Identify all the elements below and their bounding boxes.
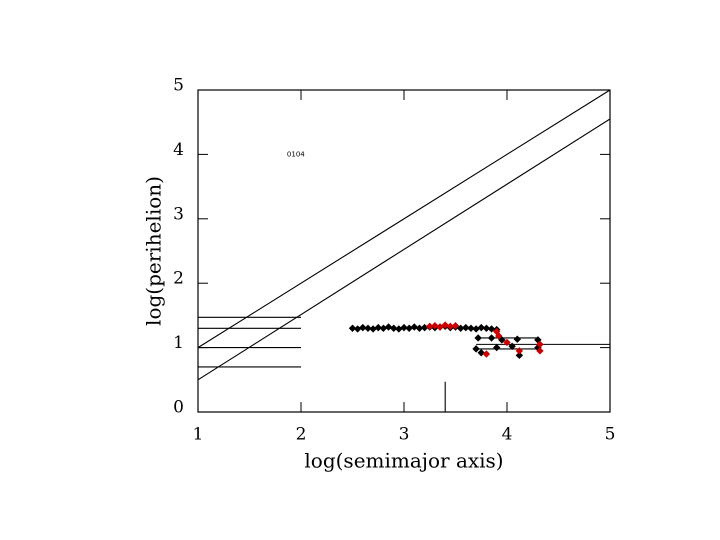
x-axis-label: log(semimajor axis) — [304, 449, 503, 473]
point — [395, 325, 403, 333]
y-tick-label: 4 — [173, 140, 184, 160]
y-tick-label: 1 — [173, 333, 184, 353]
point — [374, 323, 382, 332]
point — [474, 334, 482, 342]
point — [482, 350, 491, 358]
x-tick-label: 2 — [296, 425, 307, 445]
point — [487, 325, 496, 333]
x-tick-label: 4 — [502, 425, 513, 445]
annotation: 0104 — [287, 150, 305, 158]
point — [348, 324, 357, 332]
point — [441, 321, 449, 329]
point — [536, 340, 544, 349]
point — [384, 323, 393, 331]
point — [472, 325, 480, 333]
plot-frame — [197, 89, 611, 413]
point — [451, 321, 460, 330]
point — [515, 347, 524, 355]
point — [503, 338, 511, 347]
point — [364, 324, 372, 332]
y-tick-label: 2 — [173, 269, 184, 289]
point — [472, 345, 480, 353]
point — [400, 323, 408, 332]
point — [498, 336, 506, 344]
point — [359, 323, 367, 332]
point — [462, 323, 470, 332]
y-axis-label: log(perihelion) — [142, 176, 166, 326]
point — [536, 347, 544, 355]
point — [495, 332, 503, 340]
point — [487, 334, 496, 342]
point — [492, 343, 501, 352]
reference-line — [197, 89, 611, 349]
x-tick-label: 1 — [193, 425, 204, 445]
point — [467, 324, 475, 332]
point — [405, 324, 413, 332]
y-tick-label: 0 — [173, 398, 184, 418]
point — [513, 335, 522, 343]
y-tick-label: 3 — [173, 204, 184, 224]
point — [379, 324, 388, 332]
point — [515, 351, 524, 360]
point — [353, 325, 362, 333]
point — [410, 323, 419, 331]
point — [508, 342, 516, 351]
x-tick-label: 5 — [605, 425, 616, 445]
x-tick-label: 3 — [399, 425, 410, 445]
reference-line — [197, 118, 611, 381]
point — [389, 324, 398, 332]
point — [436, 323, 444, 331]
y-tick-label: 5 — [173, 76, 184, 96]
point — [369, 325, 377, 333]
point — [482, 324, 491, 332]
point — [431, 321, 439, 330]
point — [477, 349, 485, 357]
point — [477, 323, 485, 332]
